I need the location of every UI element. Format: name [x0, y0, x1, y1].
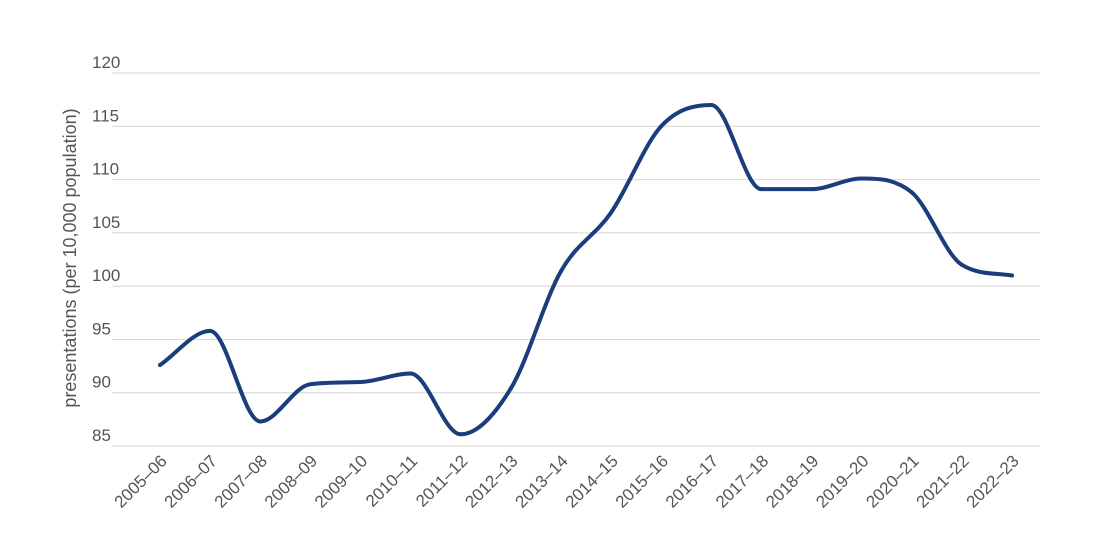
x-tick-label: 2017–18: [712, 451, 772, 511]
data-point: [609, 210, 614, 215]
x-tick-label: 2015–16: [612, 451, 672, 511]
series-layer: [158, 102, 1014, 437]
x-tick-label: 2014–15: [562, 451, 622, 511]
data-point: [208, 328, 213, 333]
x-tick-label: 2016–17: [662, 451, 722, 511]
y-tick-label: 110: [92, 160, 119, 179]
x-tick-label: 2009–10: [311, 451, 371, 511]
x-axis-ticks: 2005–062006–072007–082008–092009–102010–…: [111, 451, 1023, 511]
x-tick-label: 2008–09: [261, 451, 321, 511]
x-tick-label: 2006–07: [161, 451, 221, 511]
y-tick-label: 115: [92, 106, 119, 125]
data-point: [458, 432, 463, 437]
data-point: [909, 190, 914, 195]
x-tick-label: 2011–12: [412, 451, 471, 510]
data-point: [759, 187, 764, 192]
x-tick-label: 2018–19: [762, 451, 822, 511]
data-point: [508, 386, 513, 391]
data-point: [659, 124, 664, 129]
data-point: [1010, 273, 1014, 278]
gridlines: [112, 72, 1040, 447]
x-tick-label: 2020–21: [862, 451, 922, 511]
x-tick-label: 2013–14: [512, 451, 572, 511]
y-tick-label: 85: [92, 426, 111, 445]
data-point: [358, 380, 363, 385]
data-point: [859, 176, 864, 181]
data-point: [959, 262, 964, 267]
x-tick-label: 2022–23: [963, 451, 1023, 511]
x-tick-label: 2010–11: [362, 451, 421, 510]
data-point: [308, 382, 313, 387]
x-tick-label: 2012–13: [461, 451, 521, 511]
data-point: [809, 187, 814, 192]
y-tick-label: 100: [92, 266, 120, 285]
data-point: [558, 269, 563, 274]
data-point: [408, 371, 413, 376]
y-axis-title: presentations (per 10,000 population): [60, 108, 80, 407]
y-tick-label: 95: [92, 319, 111, 338]
y-tick-label: 120: [92, 53, 120, 72]
data-point: [258, 419, 263, 424]
y-axis-ticks: 85 90 95 100 105 110 115 120: [92, 53, 120, 445]
x-tick-label: 2005–06: [111, 451, 171, 511]
y-tick-label: 105: [92, 213, 120, 232]
data-point: [709, 102, 714, 107]
x-tick-label: 2007–08: [211, 451, 271, 511]
x-tick-label: 2021–22: [912, 451, 972, 511]
x-tick-label: 2019–20: [812, 451, 872, 511]
data-point: [158, 363, 162, 368]
series-line: [158, 102, 1014, 437]
y-tick-label: 90: [92, 373, 111, 392]
